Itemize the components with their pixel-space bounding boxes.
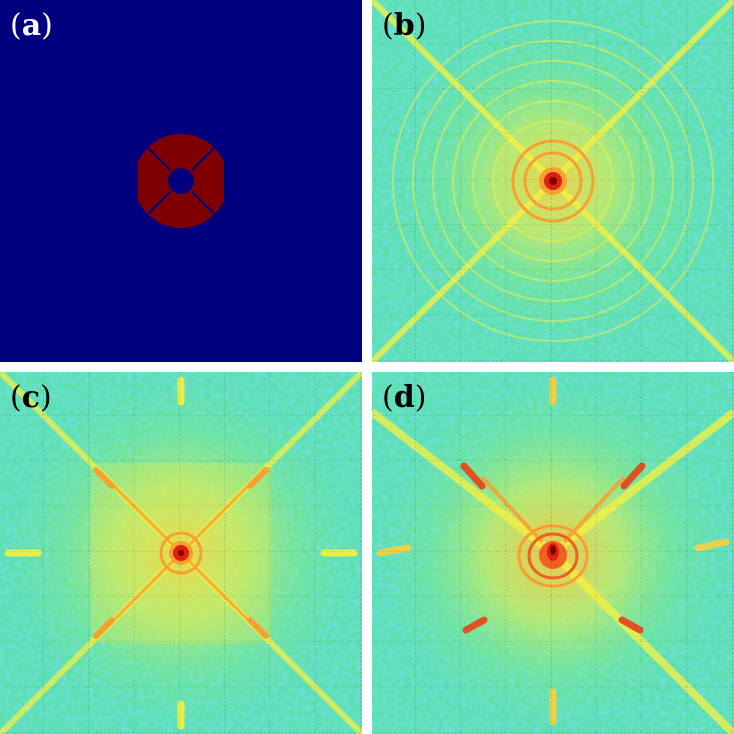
panel-b: (b) [372,0,734,362]
diffraction-pattern-d [372,372,734,734]
diffraction-pattern-b [372,0,734,362]
panel-c: (c) [0,372,362,734]
aperture-image [0,0,362,362]
annular-aperture [130,134,232,228]
diffraction-pattern-c [0,372,362,734]
panel-a: (a) [0,0,362,362]
panel-d: (d) [372,372,734,734]
